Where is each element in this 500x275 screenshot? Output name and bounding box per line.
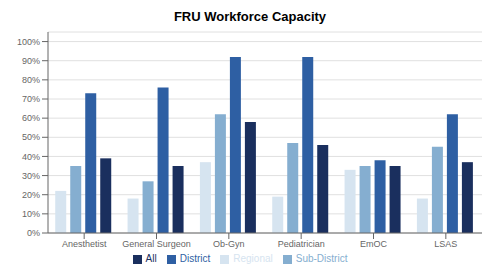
svg-text:80%: 80% (22, 75, 40, 85)
svg-text:0%: 0% (27, 228, 40, 238)
svg-text:20%: 20% (22, 190, 40, 200)
html-text:District: District (179, 253, 211, 264)
svg-text:70%: 70% (22, 94, 40, 104)
svg-text:100%: 100% (17, 37, 40, 47)
svg-text:Ob-Gyn: Ob-Gyn (213, 239, 245, 249)
svg-text:60%: 60% (22, 113, 40, 123)
html-text:Regional: Regional (233, 253, 273, 264)
svg-text:LSAS: LSAS (434, 239, 457, 249)
svg-text:90%: 90% (22, 56, 40, 66)
svg-text:50%: 50% (22, 132, 40, 142)
svg-text:Anesthetist: Anesthetist (62, 239, 107, 249)
html-text:FRU Workforce Capacity: FRU Workforce Capacity (173, 9, 327, 24)
svg-text:General Surgeon: General Surgeon (122, 239, 191, 249)
svg-text:EmOC: EmOC (360, 239, 388, 249)
svg-text:30%: 30% (22, 171, 40, 181)
html-text:All: All (145, 253, 157, 264)
svg-text:40%: 40% (22, 152, 40, 162)
svg-text:10%: 10% (22, 209, 40, 219)
html-text:Sub-District: Sub-District (295, 253, 348, 264)
svg-text:Pediatrician: Pediatrician (278, 239, 325, 249)
